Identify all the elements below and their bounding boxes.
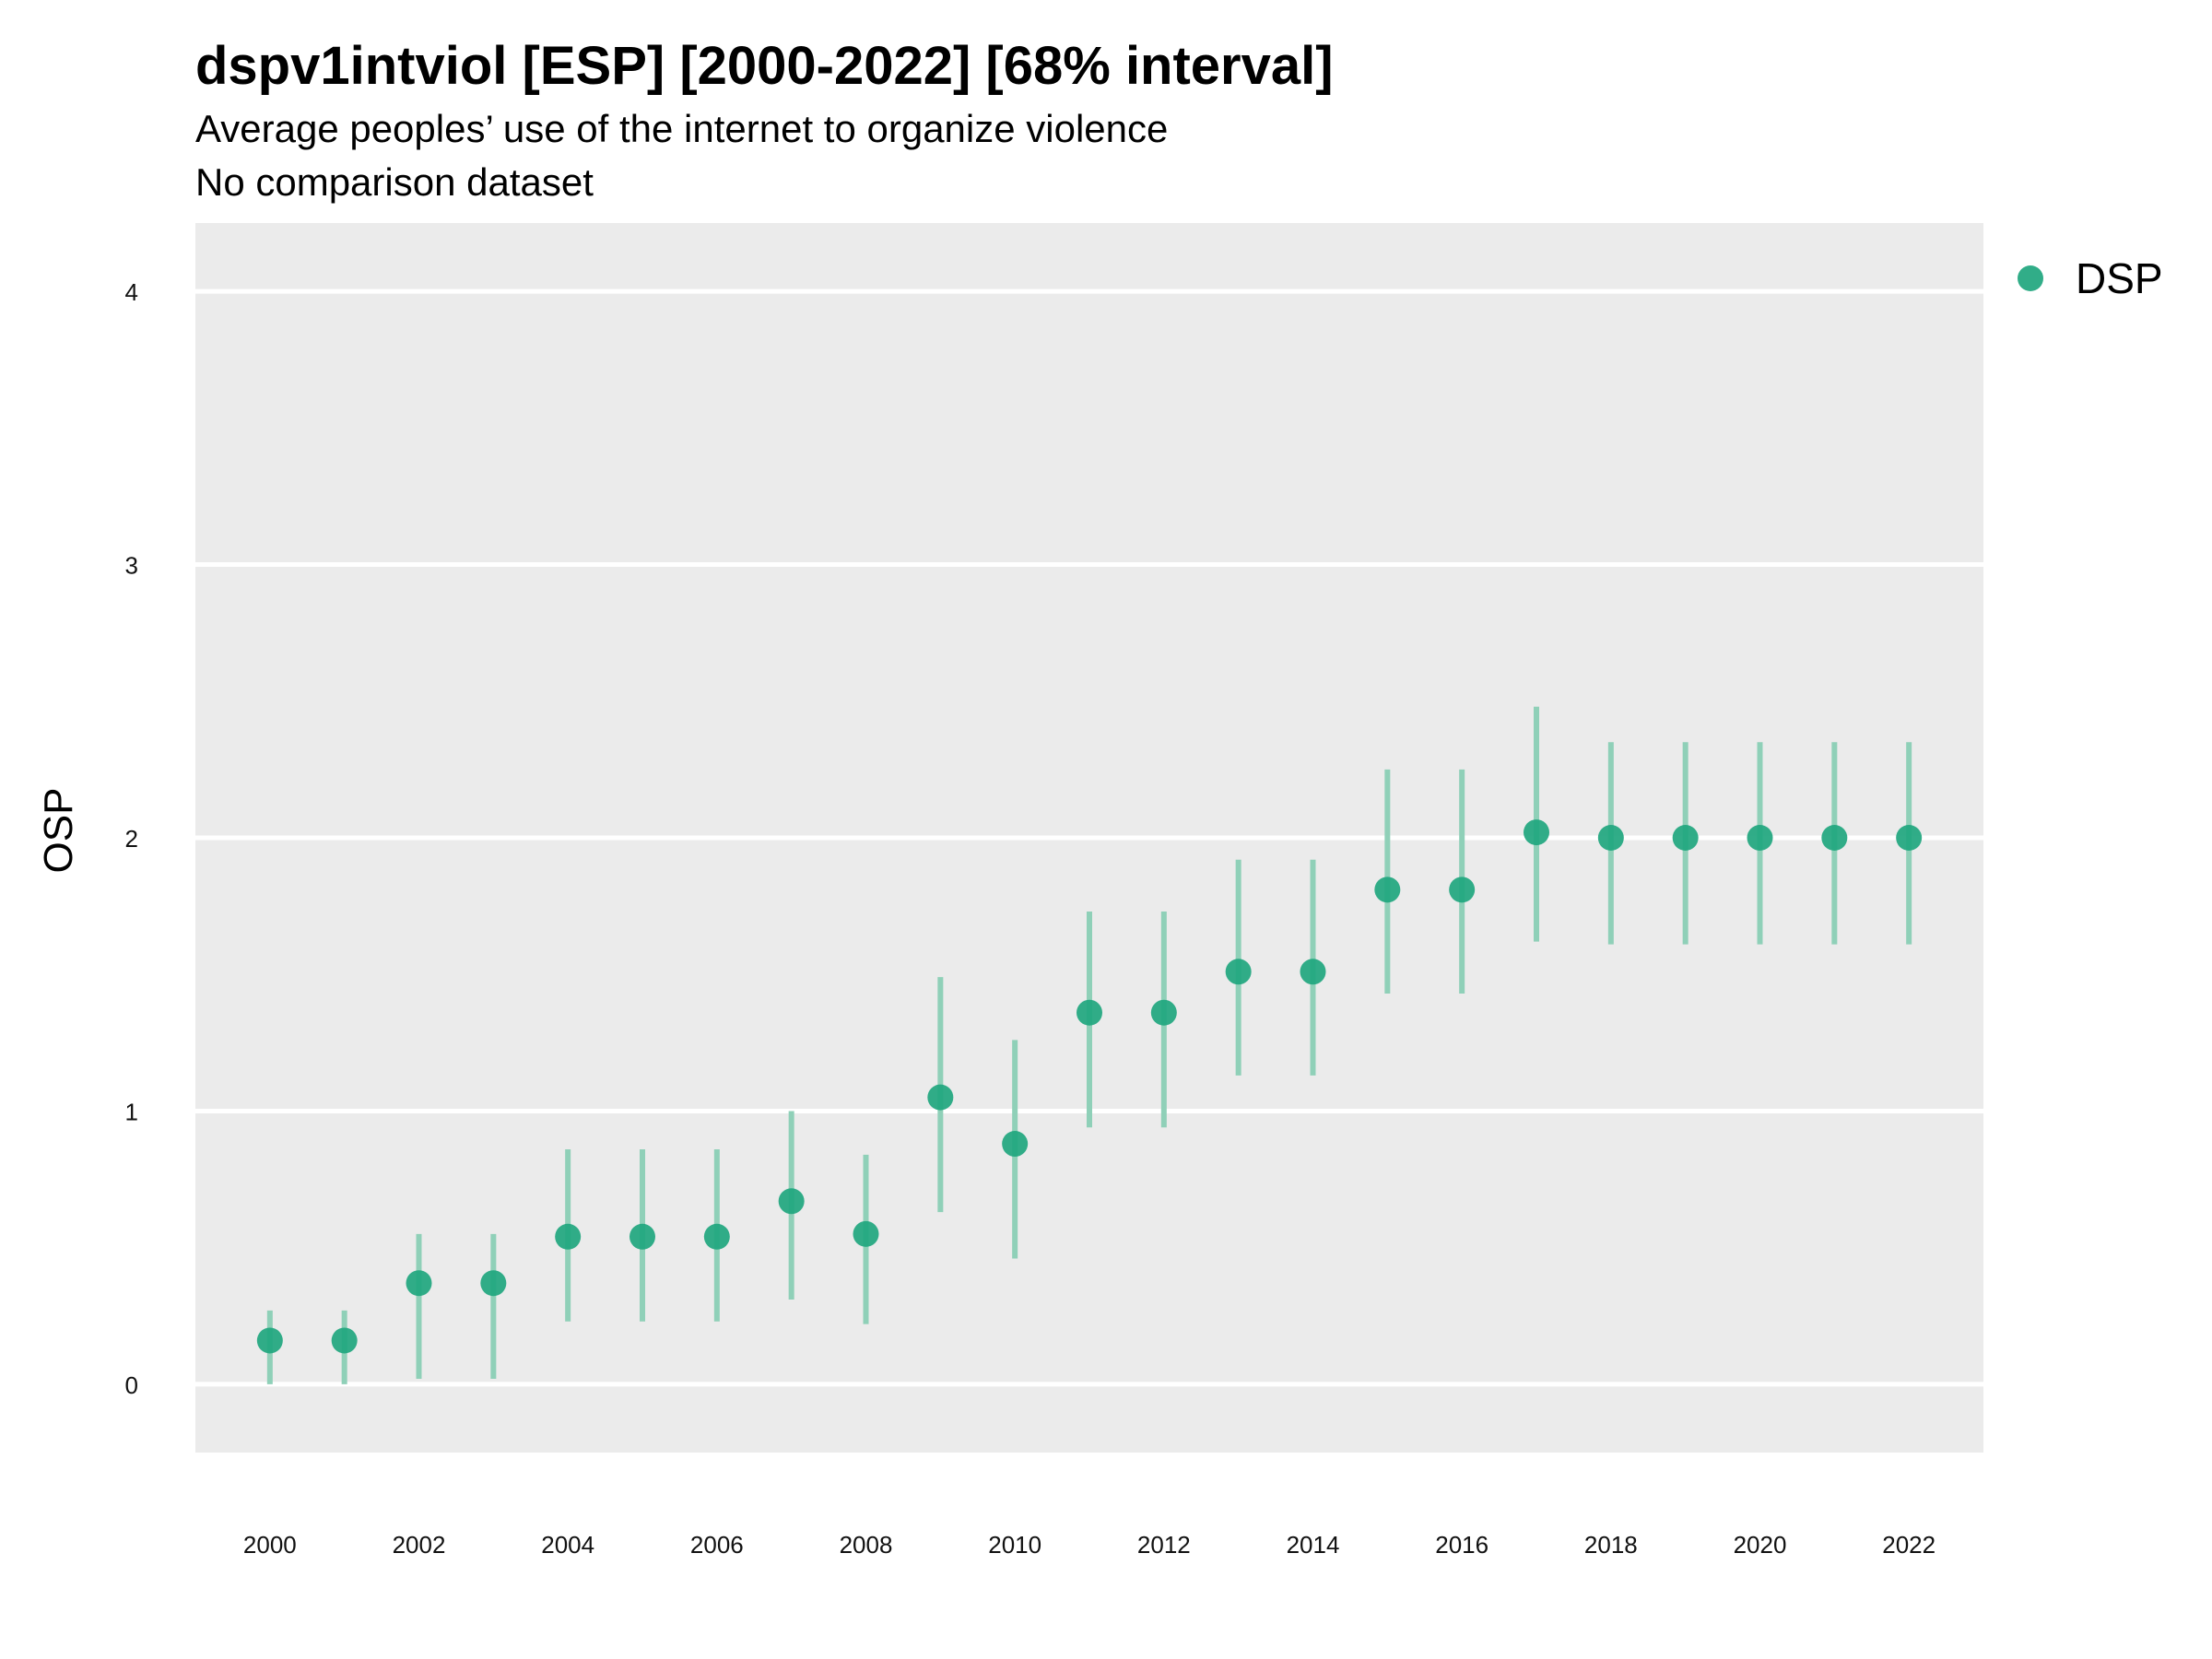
x-tick-label: 2022: [1882, 1531, 1936, 1559]
x-tick-label: 2012: [1137, 1531, 1191, 1559]
data-point: [853, 1220, 879, 1247]
data-point: [1449, 877, 1476, 903]
x-tick-label: 2020: [1734, 1531, 1787, 1559]
chart-title: dspv1intviol [ESP] [2000-2022] [68% inte…: [195, 36, 1334, 96]
data-points: [256, 819, 1923, 1354]
x-tick-label: 2016: [1435, 1531, 1488, 1559]
legend-label-dsp: DSP: [2076, 254, 2163, 302]
x-tick-label: 2018: [1584, 1531, 1638, 1559]
data-point: [1150, 999, 1177, 1026]
data-point: [406, 1270, 432, 1297]
y-tick-label: 1: [125, 1098, 138, 1125]
data-point: [1077, 999, 1102, 1026]
y-tick-labels: 0 1 2 3 4: [125, 278, 138, 1399]
x-tick-labels: 2000 2002 2004 2006 2008 2010 2012 2014 2016 2018…: [243, 1531, 1936, 1559]
data-point: [1002, 1131, 1029, 1158]
data-point: [1597, 825, 1624, 851]
data-point: [1672, 825, 1699, 851]
data-point: [629, 1223, 655, 1250]
x-tick-label: 2010: [988, 1531, 1041, 1559]
data-point: [331, 1327, 358, 1354]
data-point: [1374, 877, 1401, 903]
y-tick-label: 0: [125, 1371, 138, 1399]
data-point: [1821, 825, 1848, 851]
y-axis-label: OSP: [36, 788, 81, 874]
y-tick-label: 2: [125, 825, 138, 853]
data-point: [927, 1084, 954, 1111]
x-tick-label: 2014: [1287, 1531, 1340, 1559]
data-point: [1225, 959, 1252, 985]
data-point: [703, 1223, 730, 1250]
data-point: [778, 1188, 805, 1215]
y-tick-label: 4: [125, 278, 138, 306]
data-point: [1896, 825, 1923, 851]
chart-caption: No comparison dataset: [195, 160, 594, 204]
x-tick-label: 2006: [690, 1531, 744, 1559]
data-point: [555, 1223, 582, 1250]
data-point: [1300, 959, 1326, 985]
x-tick-label: 2002: [393, 1531, 446, 1559]
x-tick-label: 2008: [840, 1531, 893, 1559]
data-point: [480, 1270, 507, 1297]
data-point: [1747, 825, 1773, 851]
legend-marker-dsp: [2018, 265, 2043, 291]
y-tick-label: 3: [125, 552, 138, 580]
x-tick-label: 2004: [541, 1531, 594, 1559]
x-tick-label: 2000: [243, 1531, 297, 1559]
legend: DSP: [2018, 254, 2163, 302]
data-point: [1524, 819, 1549, 846]
data-point: [256, 1327, 283, 1354]
chart-subtitle: Average peoples’ use of the internet to …: [195, 107, 1169, 150]
